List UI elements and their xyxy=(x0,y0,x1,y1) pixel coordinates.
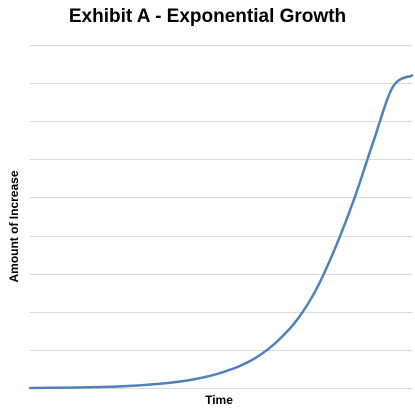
y-axis-label: Amount of Increase xyxy=(7,170,21,282)
chart-title: Exhibit A - Exponential Growth xyxy=(68,6,347,27)
gridlines xyxy=(30,45,412,389)
series-line xyxy=(28,74,414,390)
x-axis-label: Time xyxy=(205,393,233,407)
